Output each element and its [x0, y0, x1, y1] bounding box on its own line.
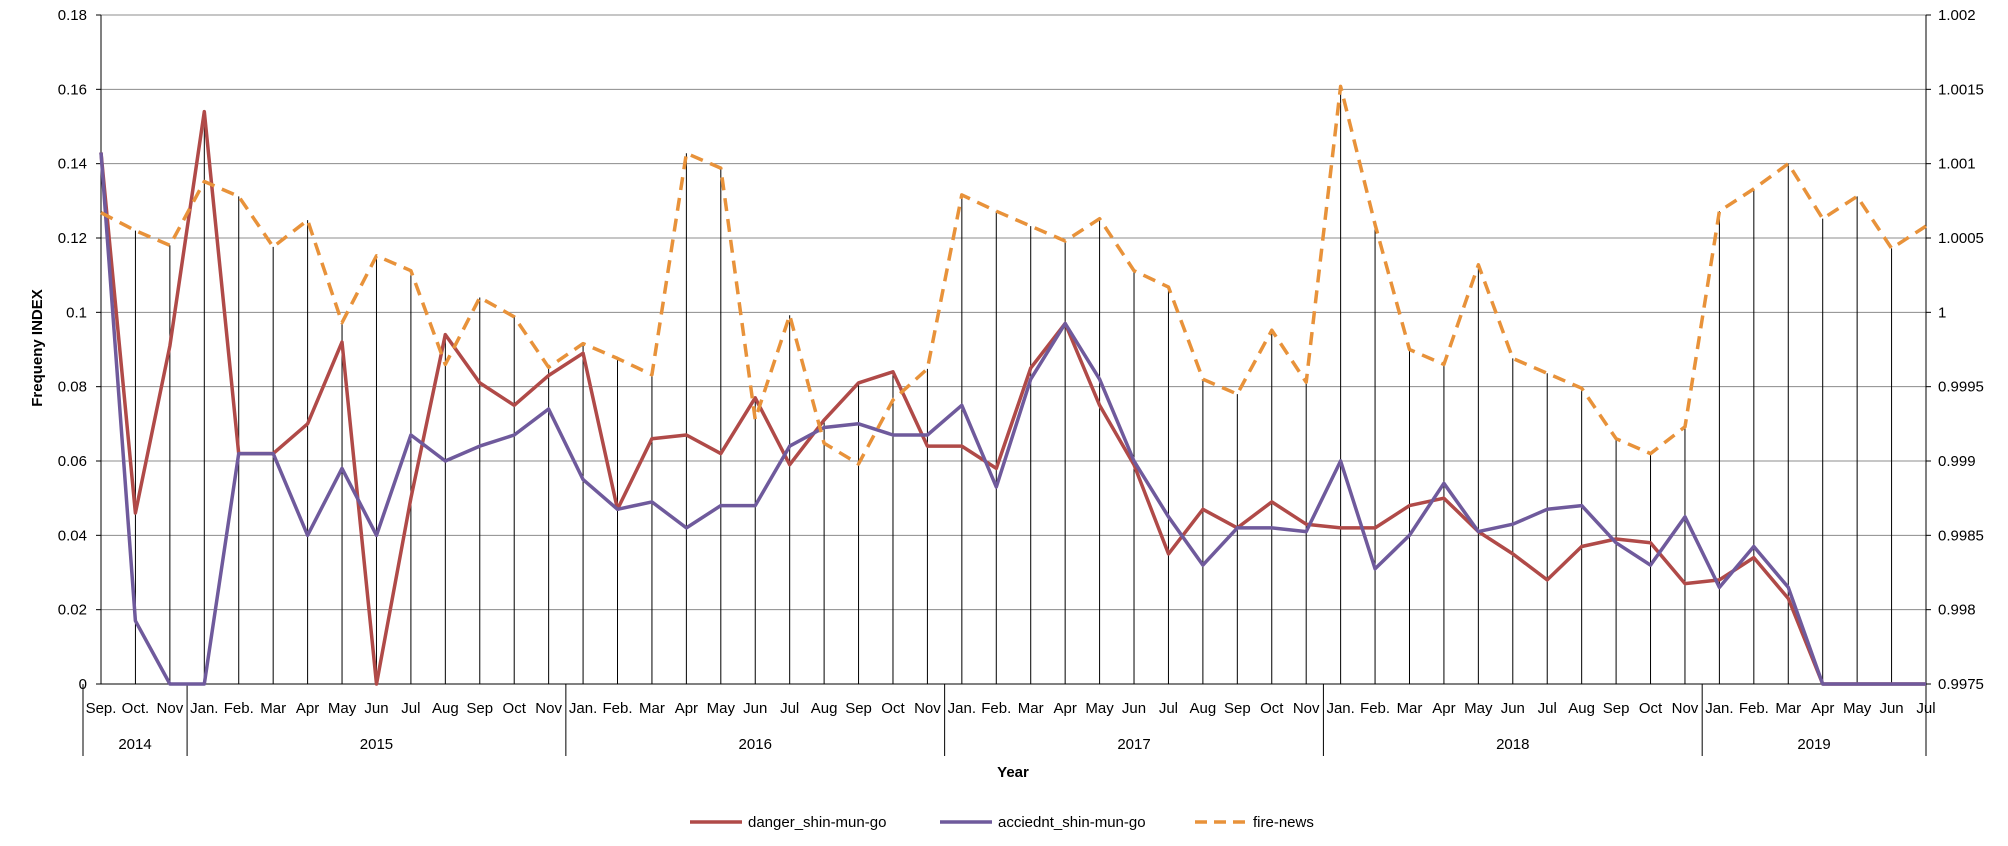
x-tick-label: Aug	[811, 700, 838, 717]
left-tick-label: 0.16	[58, 81, 87, 98]
x-tick-label: Oct	[1639, 700, 1663, 717]
x-tick-label: Mar	[1397, 700, 1423, 717]
x-tick-label: Jul	[1159, 700, 1178, 717]
year-label: 2015	[360, 736, 393, 753]
x-tick-label: Sep	[466, 700, 493, 717]
gridlines	[100, 14, 1927, 685]
right-axis: 0.9975 0.998 0.9985 0.999 0.9995 1 1.0005 1.001…	[1925, 7, 1984, 693]
x-tick-label: Oct	[503, 700, 527, 717]
year-label: 2019	[1797, 736, 1830, 753]
legend-label: acciednt_shin-mun-go	[998, 814, 1146, 831]
x-tick-label: May	[1464, 700, 1493, 717]
x-tick-label: Nov	[157, 700, 184, 717]
legend: danger_shin-mun-go acciednt_shin-mun-go fi…	[690, 814, 1314, 831]
year-label: 2017	[1117, 736, 1150, 753]
x-tick-label: Feb.	[1360, 700, 1390, 717]
year-label: 2018	[1496, 736, 1529, 753]
x-tick-label: Nov	[1672, 700, 1699, 717]
x-tick-label: Jun	[743, 700, 767, 717]
x-tick-label: Apr	[1053, 700, 1076, 717]
left-tick-label: 0.12	[58, 230, 87, 247]
x-tick-label: Jun	[364, 700, 388, 717]
x-tick-label: May	[328, 700, 357, 717]
x-tick-label: Feb.	[603, 700, 633, 717]
x-tick-label: Apr	[1811, 700, 1834, 717]
left-tick-label: 0.02	[58, 602, 87, 619]
x-tick-label: Sep.	[86, 700, 117, 717]
left-tick-label: 0.14	[58, 156, 87, 173]
x-tick-label: Nov	[535, 700, 562, 717]
x-tick-label: Jan.	[948, 700, 976, 717]
right-tick-label: 1.0015	[1938, 81, 1984, 98]
right-tick-label: 0.999	[1938, 453, 1976, 470]
x-tick-label: Mar	[260, 700, 286, 717]
series-fire-news	[100, 84, 1927, 466]
x-tick-label: Jul	[1538, 700, 1557, 717]
y-axis-title: Frequeny INDEX	[29, 289, 46, 407]
year-label: 2014	[118, 736, 151, 753]
right-tick-label: 1	[1938, 304, 1946, 321]
x-tick-label: Mar	[1018, 700, 1044, 717]
left-axis: 00.020.040.060.080.10.120.140.160.18	[58, 7, 102, 693]
x-tick-label: May	[1843, 700, 1872, 717]
series-lines	[99, 84, 1927, 686]
left-tick-label: 0.06	[58, 453, 87, 470]
x-tick-label: Jan.	[190, 700, 218, 717]
x-tick-label: Sep	[1224, 700, 1251, 717]
x-tick-label: Oct.	[122, 700, 150, 717]
x-tick-label: May	[1085, 700, 1114, 717]
x-tick-label: Mar	[639, 700, 665, 717]
x-tick-label: Jun	[1879, 700, 1903, 717]
x-tick-label: Jul	[401, 700, 420, 717]
x-tick-label: Aug	[1190, 700, 1217, 717]
series-acciednt_shin-mun-go	[99, 152, 1926, 686]
x-tick-label: Apr	[296, 700, 319, 717]
x-tick-label: Mar	[1775, 700, 1801, 717]
x-axis-title: Year	[997, 764, 1029, 781]
x-tick-label: Jun	[1122, 700, 1146, 717]
x-tick-label: Apr	[1432, 700, 1455, 717]
x-tick-label: Nov	[914, 700, 941, 717]
left-tick-label: 0.18	[58, 7, 87, 24]
x-tick-label: Aug	[432, 700, 459, 717]
x-tick-label: Oct	[1260, 700, 1284, 717]
x-tick-label: Feb.	[981, 700, 1011, 717]
x-tick-label: Feb.	[1739, 700, 1769, 717]
series-danger_shin-mun-go	[99, 109, 1926, 686]
x-tick-label: Jul	[780, 700, 799, 717]
right-tick-label: 1.002	[1938, 7, 1976, 24]
x-tick-label: Sep	[845, 700, 872, 717]
year-label: 2016	[739, 736, 772, 753]
left-tick-label: 0.08	[58, 379, 87, 396]
x-tick-label: Jun	[1501, 700, 1525, 717]
legend-label: fire-news	[1253, 814, 1314, 831]
left-tick-label: 0.1	[66, 304, 87, 321]
right-tick-label: 0.998	[1938, 602, 1976, 619]
x-tick-label: Sep	[1603, 700, 1630, 717]
x-tick-label: Jan.	[569, 700, 597, 717]
x-tick-label: Feb.	[224, 700, 254, 717]
x-tick-label: Jan.	[1705, 700, 1733, 717]
x-tick-label: Nov	[1293, 700, 1320, 717]
left-tick-label: 0.04	[58, 527, 87, 544]
right-tick-label: 0.9995	[1938, 379, 1984, 396]
x-tick-label: Oct	[881, 700, 905, 717]
right-tick-label: 1.001	[1938, 156, 1976, 173]
right-tick-label: 0.9985	[1938, 527, 1984, 544]
legend-label: danger_shin-mun-go	[748, 814, 886, 831]
right-tick-label: 0.9975	[1938, 676, 1984, 693]
right-tick-label: 1.0005	[1938, 230, 1984, 247]
x-axis: Sep. Oct. Nov Jan. Feb. Mar Apr May Jun Jul Aug Sep…	[82, 683, 1936, 756]
x-tick-label: Aug	[1568, 700, 1595, 717]
x-tick-label: May	[707, 700, 736, 717]
x-tick-label: Apr	[675, 700, 698, 717]
x-tick-label: Jan.	[1326, 700, 1354, 717]
